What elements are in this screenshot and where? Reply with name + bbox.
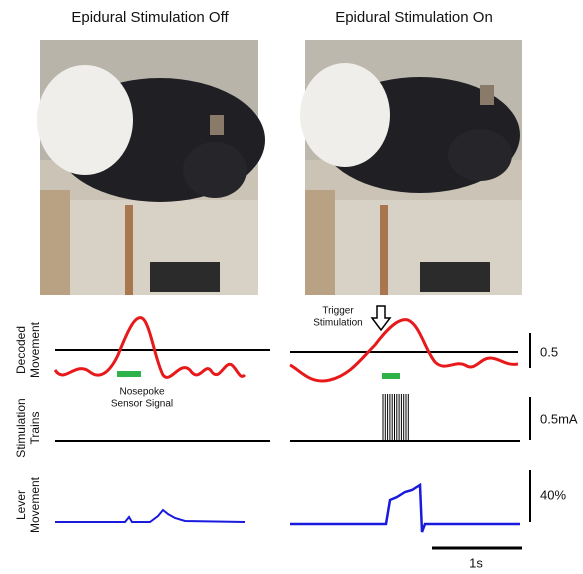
photo (300, 40, 522, 295)
row-label: Decoded (14, 326, 28, 374)
decoded-trace (290, 320, 518, 381)
scale-label: 0.5 (540, 344, 558, 359)
trigger-arrow (372, 306, 390, 330)
nosepoke-bar (382, 373, 400, 379)
lever-trace (55, 510, 245, 522)
lever-trace (290, 485, 520, 532)
scale-label: 1s (469, 555, 483, 570)
scale-label: 0.5mA (540, 411, 578, 426)
scale-label: 40% (540, 487, 566, 502)
page: {"panels": [{"title": "Epidural Stimulat… (0, 0, 583, 574)
row-label: Stimulation (14, 398, 28, 457)
stimulation-spikes (383, 394, 408, 441)
row-label: Lever (14, 490, 28, 520)
annotation: Trigger (322, 306, 354, 317)
row-label: Movement (28, 321, 42, 378)
row-label: Movement (28, 476, 42, 533)
row-label: Trains (28, 412, 42, 445)
decoded-trace (55, 318, 245, 378)
panel-title: Epidural Stimulation On (335, 9, 493, 26)
figure: Epidural Stimulation Off Epidural Stimul… (0, 0, 583, 574)
annotation: Nosepoke (119, 387, 164, 398)
annotation: Stimulation (313, 318, 362, 329)
panel-title: Epidural Stimulation Off (71, 9, 229, 26)
annotation: Sensor Signal (111, 399, 173, 410)
photo (37, 40, 265, 295)
nosepoke-bar (117, 371, 141, 377)
